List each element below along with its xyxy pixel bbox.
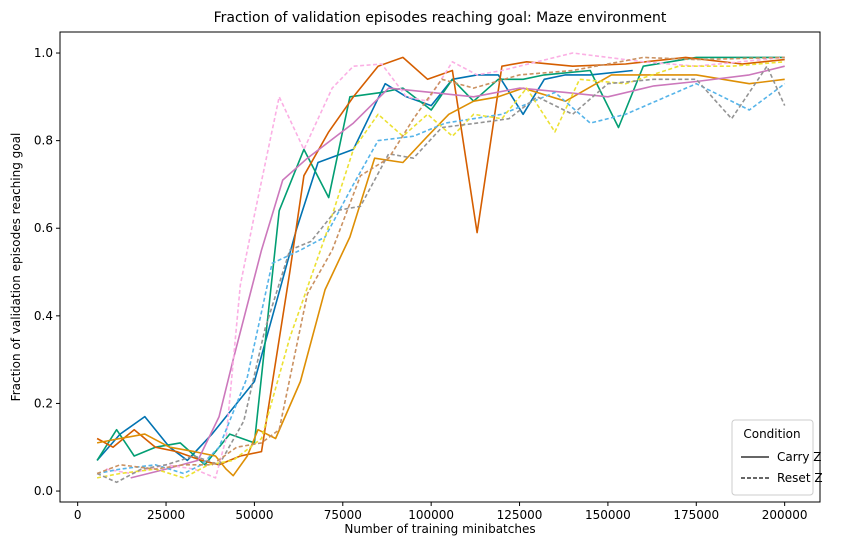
series-line-carry-z-1 (96, 56, 785, 466)
series-line-carry-z-4 (130, 65, 785, 479)
series-line-carry-z-3 (96, 74, 785, 477)
legend-label-carry-z: Carry Z (777, 450, 822, 464)
series-layer (96, 52, 786, 484)
legend-title: Condition (743, 427, 800, 441)
legend-box (731, 419, 814, 496)
x-tick-label: 200000 (762, 508, 808, 522)
x-tick-label: 150000 (585, 508, 631, 522)
x-tick-label: 25000 (147, 508, 185, 522)
chart-title: Fraction of validation episodes reaching… (214, 10, 667, 26)
y-tick-label: 0.6 (34, 221, 53, 235)
y-axis: 0.0 0.2 0.4 0.6 0.8 1.0 (34, 46, 60, 498)
y-tick-label: 1.0 (34, 46, 53, 60)
y-tick-label: 0.2 (34, 396, 53, 410)
plot-frame (59, 31, 821, 503)
y-axis-label: Fraction of validation episodes reaching… (9, 133, 23, 402)
series-line-reset-z-9 (96, 56, 785, 475)
y-tick-label: 0.8 (34, 134, 53, 148)
x-axis-label: Number of training minibatches (344, 522, 535, 536)
x-tick-label: 0 (74, 508, 82, 522)
series-line-reset-z-6 (96, 82, 786, 475)
x-tick-label: 100000 (408, 508, 454, 522)
series-line-reset-z-7 (96, 61, 785, 479)
y-tick-label: 0.4 (34, 309, 53, 323)
x-axis: 0 25000 50000 75000 100000 125000 150000 175000… (74, 502, 808, 522)
series-line-carry-z-2 (96, 56, 785, 466)
x-tick-label: 75000 (324, 508, 362, 522)
x-tick-label: 175000 (673, 508, 719, 522)
x-tick-label: 50000 (235, 508, 273, 522)
x-tick-label: 125000 (497, 508, 543, 522)
legend: Condition Carry Z Reset Z (731, 419, 823, 496)
series-line-reset-z-8 (96, 65, 786, 484)
y-tick-label: 0.0 (34, 484, 53, 498)
legend-label-reset-z: Reset Z (777, 471, 823, 485)
